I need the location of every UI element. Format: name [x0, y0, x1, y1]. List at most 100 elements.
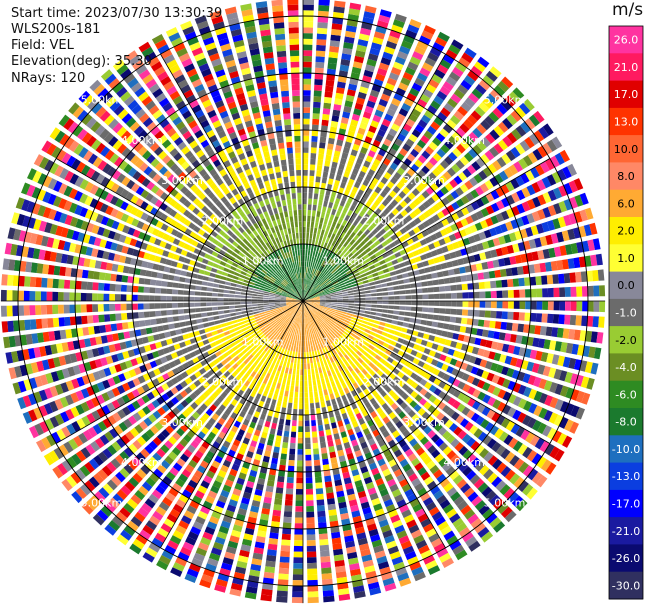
velocity-gate — [263, 402, 270, 410]
velocity-gate — [122, 406, 131, 416]
velocity-gate — [309, 340, 313, 346]
velocity-gate — [347, 290, 354, 294]
velocity-gate — [282, 308, 288, 312]
velocity-gate — [112, 412, 122, 423]
velocity-gate — [304, 386, 308, 393]
velocity-gate — [230, 444, 239, 452]
velocity-gate — [319, 273, 325, 279]
velocity-gate — [350, 266, 357, 272]
velocity-gate — [426, 341, 434, 348]
velocity-gate — [244, 591, 257, 600]
velocity-gate — [398, 235, 406, 243]
velocity-gate — [286, 408, 292, 415]
velocity-gate — [303, 95, 311, 102]
velocity-gate — [73, 435, 84, 447]
velocity-gate — [355, 387, 362, 394]
velocity-gate — [420, 135, 430, 144]
velocity-gate — [356, 176, 364, 184]
velocity-gate — [521, 201, 531, 212]
velocity-gate — [119, 467, 130, 479]
velocity-gate — [399, 177, 408, 185]
velocity-gate — [259, 341, 265, 348]
velocity-gate — [405, 396, 414, 405]
velocity-gate — [339, 315, 346, 319]
velocity-gate — [341, 341, 348, 347]
velocity-gate — [306, 221, 311, 228]
velocity-gate — [461, 372, 470, 382]
velocity-gate — [342, 275, 349, 280]
velocity-gate — [570, 301, 577, 311]
velocity-gate — [342, 524, 352, 532]
velocity-gate — [171, 482, 182, 493]
velocity-gate — [314, 251, 319, 258]
velocity-gate — [400, 401, 408, 410]
velocity-gate — [170, 386, 179, 395]
velocity-gate — [319, 436, 326, 443]
velocity-gate — [253, 494, 262, 502]
velocity-gate — [436, 494, 448, 505]
velocity-gate — [223, 289, 230, 294]
velocity-gate — [52, 291, 59, 301]
velocity-gate — [372, 365, 380, 373]
velocity-gate — [354, 479, 363, 488]
velocity-gate — [108, 520, 121, 532]
velocity-gate — [63, 279, 71, 289]
velocity-gate — [497, 502, 509, 514]
velocity-gate — [349, 277, 356, 282]
velocity-gate — [370, 534, 381, 543]
velocity-gate — [475, 210, 484, 220]
velocity-gate — [501, 246, 509, 256]
velocity-gate — [468, 336, 476, 344]
velocity-gate — [377, 325, 385, 331]
velocity-gate — [145, 429, 155, 439]
velocity-gate — [167, 274, 175, 281]
velocity-gate — [335, 92, 344, 100]
velocity-gate — [149, 515, 161, 526]
velocity-gate — [115, 274, 123, 282]
velocity-gate — [370, 311, 377, 316]
velocity-gate — [286, 296, 292, 299]
velocity-gate — [325, 400, 331, 407]
velocity-gate — [347, 493, 357, 501]
velocity-gate — [310, 153, 317, 160]
velocity-gate — [284, 318, 289, 324]
velocity-gate — [428, 334, 436, 342]
velocity-gate — [303, 192, 307, 199]
velocity-gate — [440, 525, 452, 536]
velocity-gate — [110, 458, 121, 469]
velocity-gate — [480, 153, 490, 165]
velocity-gate — [130, 339, 138, 347]
velocity-gate — [382, 88, 393, 97]
velocity-gate — [326, 492, 335, 500]
velocity-gate — [266, 347, 272, 354]
velocity-gate — [303, 118, 310, 125]
velocity-gate — [303, 158, 309, 165]
velocity-gate — [401, 483, 412, 493]
velocity-gate — [339, 224, 345, 232]
velocity-gate — [283, 511, 292, 518]
velocity-gate — [310, 408, 315, 415]
velocity-gate — [310, 158, 316, 165]
velocity-gate — [335, 360, 341, 367]
velocity-gate — [306, 278, 309, 285]
velocity-gate — [367, 523, 377, 532]
velocity-gate — [358, 436, 366, 444]
velocity-gate — [328, 322, 334, 328]
velocity-gate — [57, 463, 68, 476]
velocity-gate — [568, 357, 577, 369]
velocity-gate — [254, 337, 261, 343]
velocity-gate — [164, 545, 177, 555]
velocity-gate — [66, 456, 77, 469]
velocity-gate — [314, 350, 318, 357]
velocity-gate — [354, 295, 360, 298]
velocity-gate — [463, 487, 475, 498]
velocity-gate — [217, 355, 225, 362]
velocity-gate — [334, 379, 341, 386]
velocity-gate — [427, 480, 437, 491]
velocity-gate — [309, 316, 313, 323]
velocity-gate — [15, 245, 24, 257]
velocity-gate — [446, 508, 458, 519]
velocity-gate — [136, 468, 147, 479]
velocity-gate — [343, 331, 350, 337]
velocity-gate — [335, 339, 342, 345]
